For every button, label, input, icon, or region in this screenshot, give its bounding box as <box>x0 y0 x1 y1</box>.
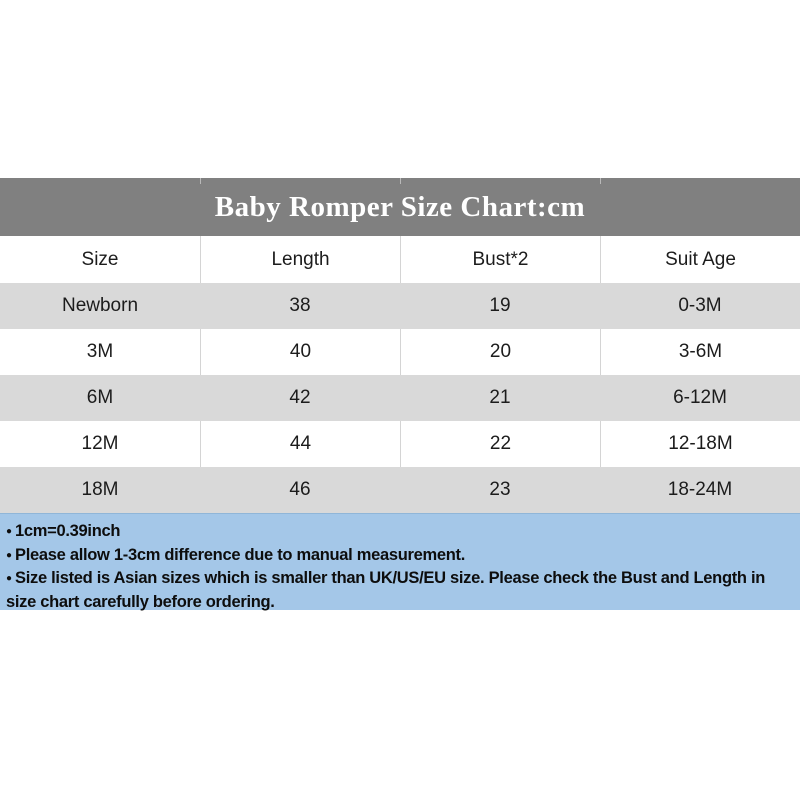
column-divider-tick <box>400 178 401 184</box>
bullet-icon: ● <box>6 526 13 537</box>
cell-bust: 19 <box>489 295 511 316</box>
cell-length: 38 <box>289 295 311 316</box>
cell-size: 3M <box>86 341 114 362</box>
cell-bust: 20 <box>400 329 600 375</box>
column-divider-tick <box>600 178 601 184</box>
title-band: Baby Romper Size Chart:cm <box>0 178 800 236</box>
cell-size: 6M <box>86 387 114 408</box>
header-cell-size: Size <box>81 248 119 270</box>
note-text: 1cm=0.39inch <box>15 522 121 540</box>
table-row-6m: 6M 42 21 6-12M <box>0 375 800 421</box>
cell-length: 40 <box>200 329 400 375</box>
chart-title: Baby Romper Size Chart:cm <box>214 190 586 223</box>
cell-size: 18M <box>81 479 119 500</box>
cell-bust: 21 <box>489 387 511 408</box>
cell-suit-age: 12-18M <box>600 421 800 467</box>
cell-length: 46 <box>289 479 311 500</box>
cell-length: 44 <box>200 421 400 467</box>
cell-size: 12M <box>81 433 119 454</box>
cell-suit-age: 18-24M <box>667 479 733 500</box>
column-divider-tick <box>200 178 201 184</box>
notes-panel: ● 1cm=0.39inch ● Please allow 1-3cm differ… <box>0 513 800 613</box>
header-cell-bust: Bust*2 <box>400 236 600 283</box>
cell-suit-age: 3-6M <box>600 329 800 375</box>
note-line: ● Please allow 1-3cm difference due to ma… <box>6 544 794 568</box>
size-table: Size Length Bust*2 Suit Age Newborn 38 1… <box>0 236 800 513</box>
table-row-18m: 18M 46 23 18-24M <box>0 467 800 513</box>
header-cell-length: Length <box>200 236 400 283</box>
cell-suit-age: 6-12M <box>673 387 727 408</box>
cell-size: Newborn <box>61 295 139 316</box>
bullet-icon: ● <box>6 549 13 561</box>
table-row-12m: 12M 44 22 12-18M <box>0 421 800 467</box>
cell-suit-age: 0-3M <box>678 295 722 316</box>
note-text: Please allow 1-3cm difference due to man… <box>15 545 466 564</box>
note-line: ● Size listed is Asian sizes which is sma… <box>6 567 794 613</box>
note-line: ● 1cm=0.39inch <box>6 520 794 544</box>
header-cell-suit-age: Suit Age <box>600 236 800 283</box>
cell-length: 42 <box>289 387 311 408</box>
table-row-newborn: Newborn 38 19 0-3M <box>0 283 800 329</box>
table-row-3m: 3M 40 20 3-6M <box>0 329 800 375</box>
bullet-icon: ● <box>6 573 13 584</box>
note-text: Size listed is Asian sizes which is smal… <box>6 569 766 611</box>
table-header-row: Size Length Bust*2 Suit Age <box>0 236 800 283</box>
cell-bust: 23 <box>489 479 511 500</box>
cell-bust: 22 <box>400 421 600 467</box>
